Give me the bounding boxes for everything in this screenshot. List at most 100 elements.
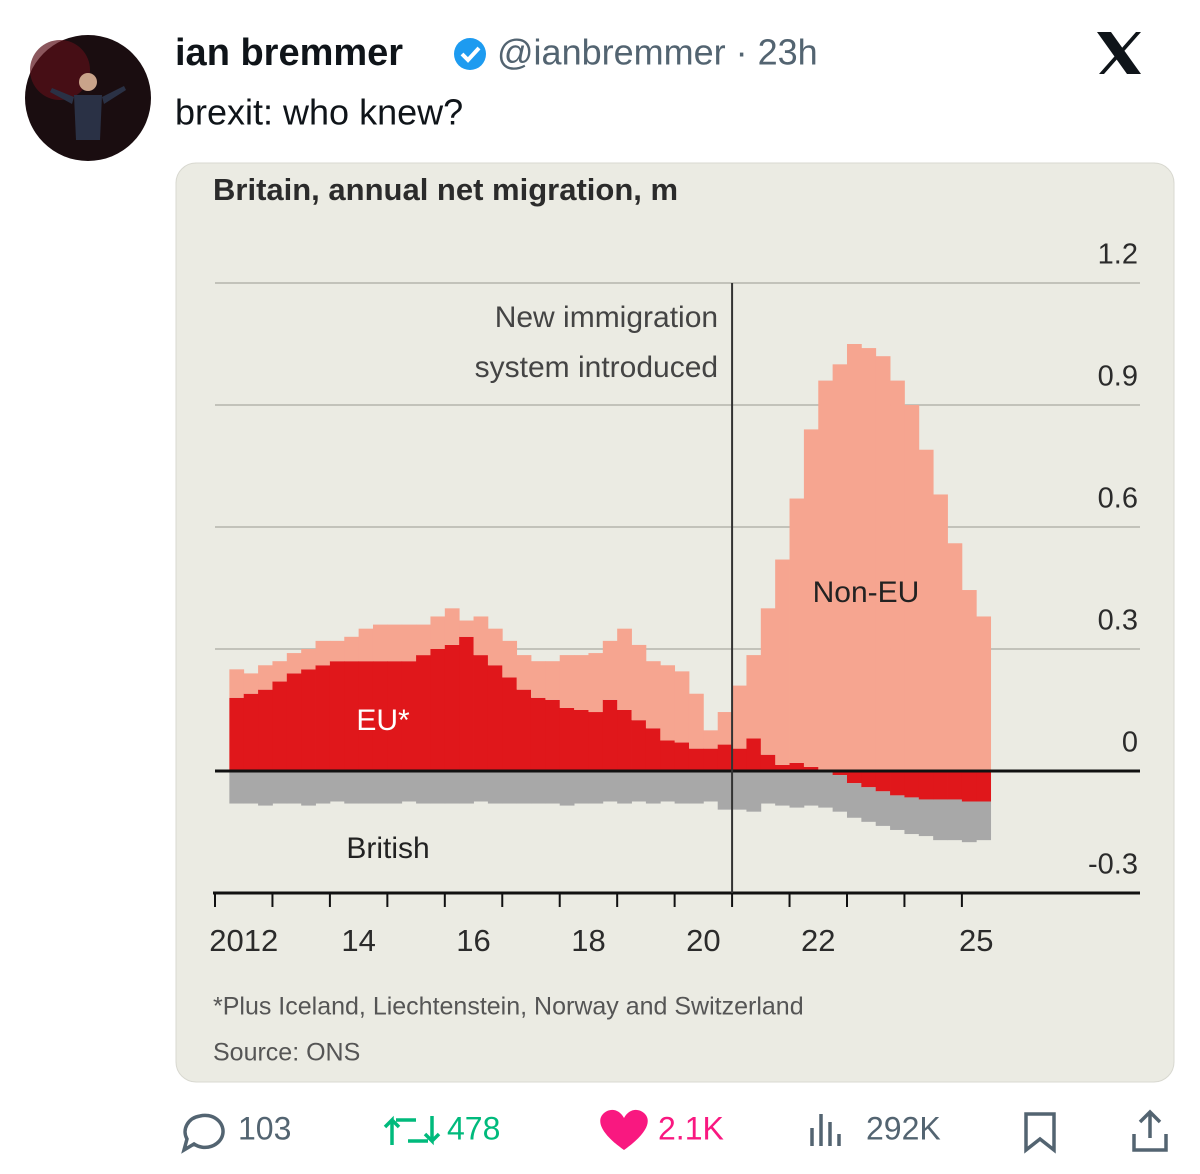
bar [574, 710, 589, 771]
bar [890, 380, 905, 771]
bar [430, 616, 446, 649]
bar [272, 661, 288, 682]
bar [416, 655, 431, 771]
bar [645, 661, 661, 729]
bar [760, 608, 776, 755]
bar [674, 671, 690, 743]
bar [904, 797, 920, 835]
bar [315, 640, 331, 666]
bar [861, 348, 877, 771]
bar [588, 771, 604, 804]
bar [487, 771, 503, 804]
bar [243, 771, 259, 804]
repost-button[interactable]: 478 [383, 1110, 500, 1146]
share-button[interactable] [1132, 1109, 1168, 1152]
bar [258, 665, 273, 690]
bar [602, 640, 618, 700]
y-tick-label: 0.9 [1098, 361, 1138, 393]
bar [746, 738, 762, 771]
bar [530, 661, 546, 698]
reply-button[interactable]: 103 [181, 1110, 291, 1154]
avatar[interactable] [25, 35, 151, 161]
y-tick-label: 0 [1122, 727, 1138, 759]
bar [617, 710, 632, 771]
like-button[interactable]: 2.1K [600, 1109, 724, 1150]
bar [789, 771, 805, 808]
x-tick-label: 16 [456, 923, 490, 958]
bar [459, 771, 474, 804]
bar [344, 771, 360, 804]
author-name[interactable]: ian bremmer [175, 32, 403, 74]
bar [329, 640, 345, 662]
x-logo[interactable] [1097, 32, 1141, 74]
bar [818, 771, 834, 808]
bar [530, 771, 546, 804]
bar [574, 771, 589, 804]
bar [688, 693, 704, 749]
bar [286, 673, 302, 771]
y-tick-label: 0.3 [1098, 605, 1138, 637]
bar [746, 655, 762, 739]
bar [703, 730, 719, 749]
bar [229, 669, 245, 698]
bar [372, 624, 388, 662]
bar [416, 624, 431, 656]
bar [329, 661, 345, 771]
bar [904, 771, 920, 798]
x-tick-label: 18 [571, 923, 605, 958]
view-count: 292K [866, 1110, 941, 1146]
views-button[interactable]: 292K [810, 1110, 941, 1146]
bar [688, 771, 704, 804]
bar [918, 799, 934, 837]
bar [717, 744, 733, 771]
bar [430, 649, 446, 771]
chart-card[interactable] [175, 162, 1175, 1083]
bar [258, 771, 273, 806]
bar [387, 624, 403, 662]
bar [473, 655, 489, 771]
bar [933, 771, 948, 800]
bar [545, 771, 561, 804]
bar [760, 771, 776, 804]
bar [502, 677, 518, 771]
y-tick-label: 1.2 [1098, 239, 1138, 271]
bar [961, 771, 977, 802]
bar [674, 771, 690, 804]
bar [918, 449, 934, 771]
bar [732, 685, 747, 749]
y-tick-label: 0.6 [1098, 483, 1138, 515]
bar [545, 661, 561, 700]
bar [746, 771, 762, 812]
bar [890, 771, 905, 796]
bar [703, 771, 719, 802]
bar [674, 742, 690, 771]
bar [961, 801, 977, 843]
bar [559, 707, 575, 771]
bar [286, 653, 302, 674]
bar [976, 616, 992, 771]
bookmark-button[interactable] [1024, 1112, 1056, 1154]
bar [789, 498, 805, 763]
bar [645, 728, 661, 771]
repost-count: 478 [447, 1110, 500, 1146]
bar [588, 712, 604, 771]
series-label: British [346, 832, 429, 865]
plot: -0.3 0 0.3 0.6 0.9 1.2 2012 14 16 18 20 22 25 New imm… [209, 239, 1140, 958]
bar [631, 644, 647, 721]
x-tick-label: 14 [341, 923, 375, 958]
series-label: EU* [356, 704, 410, 737]
bar [574, 655, 589, 710]
bar [444, 771, 460, 804]
bar [875, 356, 891, 771]
bar [401, 771, 417, 802]
bar [430, 771, 446, 804]
x-tick-label: 20 [686, 923, 720, 958]
bar [516, 655, 532, 690]
x-tick-label: 22 [801, 923, 835, 958]
x-tick-label: 2012 [209, 923, 278, 958]
bar [803, 771, 819, 806]
bar [401, 624, 417, 662]
bar [775, 771, 790, 806]
bar [372, 661, 388, 771]
